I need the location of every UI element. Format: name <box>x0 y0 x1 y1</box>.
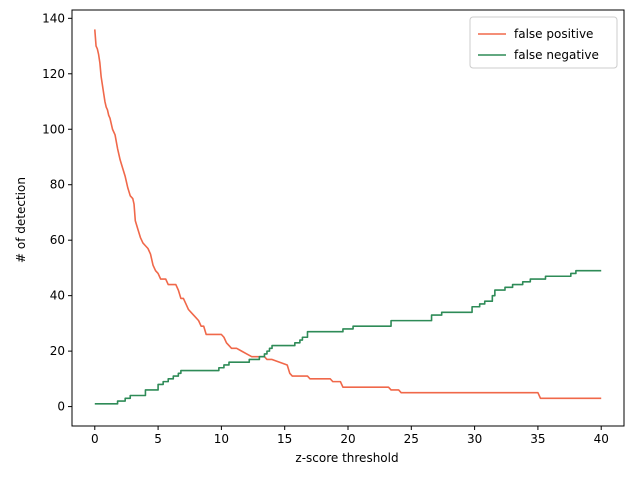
y-tick-label: 0 <box>57 400 65 414</box>
y-tick-label: 20 <box>50 344 65 358</box>
series-line-false-positive <box>93 29 602 400</box>
x-tick-label: 25 <box>404 432 419 446</box>
legend-box <box>469 16 618 69</box>
series-line-false-negative <box>94 269 602 405</box>
y-tick-label: 60 <box>50 233 65 247</box>
plot-area <box>71 9 625 427</box>
legend-label-false-positive: false positive <box>514 27 593 41</box>
legend-label-false-negative: false negative <box>514 48 599 62</box>
x-tick-label: 40 <box>594 432 609 446</box>
x-tick-label: 30 <box>467 432 482 446</box>
plot-frame <box>71 9 625 427</box>
y-tick-label: 140 <box>42 11 65 25</box>
y-tick-label: 100 <box>42 122 65 136</box>
x-tick-label: 20 <box>340 432 355 446</box>
legend: false positive false negative <box>469 16 618 69</box>
x-axis: 0 5 10 15 20 25 30 35 40 <box>91 426 609 446</box>
x-tick-label: 35 <box>530 432 545 446</box>
x-tick-label: 10 <box>214 432 229 446</box>
x-tick-label: 0 <box>91 432 99 446</box>
y-tick-label: 80 <box>50 178 65 192</box>
x-axis-label: z-score threshold <box>295 451 398 465</box>
y-axis: 0 20 40 60 80 100 120 140 <box>42 11 72 414</box>
y-axis-label: # of detection <box>14 177 28 263</box>
y-tick-label: 120 <box>42 67 65 81</box>
x-tick-label: 5 <box>154 432 162 446</box>
x-tick-label: 15 <box>277 432 292 446</box>
y-tick-label: 40 <box>50 289 65 303</box>
